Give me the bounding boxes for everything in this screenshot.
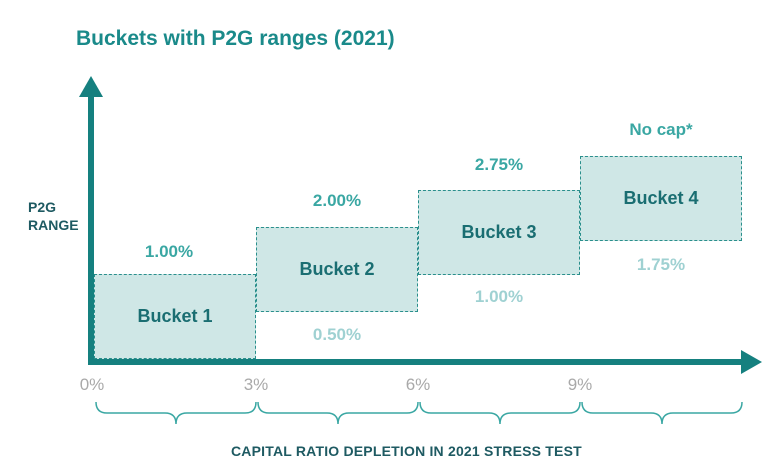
- bucket-3-box: Bucket 3: [418, 190, 580, 275]
- y-axis-arrow-icon: [79, 76, 103, 97]
- bucket-3-lower-value: 1.00%: [474, 287, 524, 306]
- x-tick-0: 0%: [79, 375, 105, 394]
- x-tick-3: 3%: [243, 375, 269, 394]
- brace-9-plus: [581, 401, 743, 425]
- x-axis-arrow-icon: [741, 350, 762, 374]
- brace-3-6: [257, 401, 419, 425]
- bucket-4-lower-value: 1.75%: [636, 255, 686, 274]
- x-tick-6: 6%: [405, 375, 431, 394]
- y-axis-label-line2: RANGE: [28, 217, 79, 233]
- bucket-4-box: Bucket 4: [580, 156, 742, 241]
- bucket-2-label: Bucket 2: [299, 259, 375, 279]
- brace-6-9: [419, 401, 581, 425]
- x-tick-9: 9%: [567, 375, 593, 394]
- bucket-2-box: Bucket 2: [256, 227, 418, 312]
- bucket-4-upper-value: No cap*: [629, 120, 693, 139]
- bucket-1-box: Bucket 1: [94, 274, 256, 359]
- y-axis-label-line1: P2G: [28, 199, 57, 215]
- bucket-2-lower-value: 0.50%: [312, 325, 362, 344]
- x-axis-label: CAPITAL RATIO DEPLETION IN 2021 STRESS T…: [231, 443, 582, 459]
- bucket-1-label: Bucket 1: [137, 306, 213, 326]
- bucket-3-label: Bucket 3: [461, 222, 537, 242]
- page-title: Buckets with P2G ranges (2021): [76, 27, 395, 50]
- y-axis-label: P2G RANGE: [28, 198, 84, 234]
- brace-0-3: [95, 401, 257, 425]
- bucket-4-label: Bucket 4: [623, 188, 699, 208]
- bucket-3-upper-value: 2.75%: [474, 155, 524, 174]
- bucket-2-upper-value: 2.00%: [312, 191, 362, 210]
- bucket-1-upper-value: 1.00%: [144, 242, 194, 261]
